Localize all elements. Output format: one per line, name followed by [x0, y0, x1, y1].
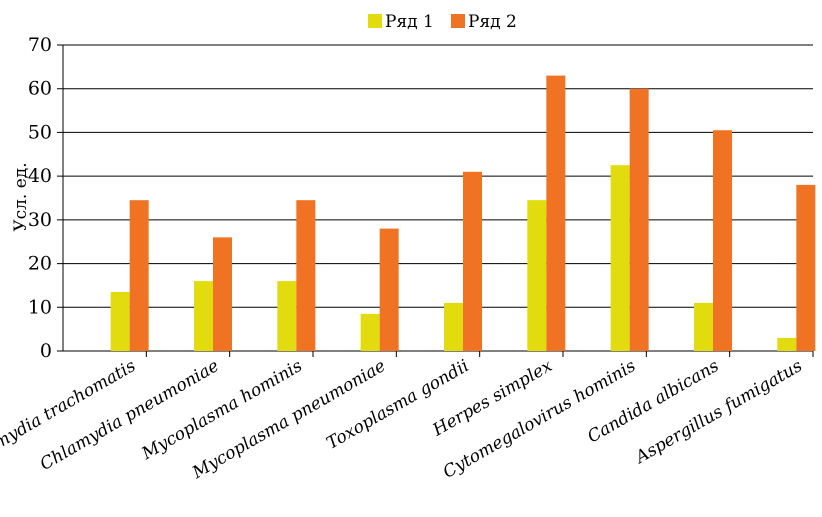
bar-1-cytomegalovirus-hominis — [610, 165, 630, 351]
legend-label-2: Ряд 2 — [468, 12, 517, 32]
bar-2-chlamydia-trachomatis — [129, 200, 149, 351]
axes — [62, 45, 814, 357]
bar-1-mycoplasma-hominis — [277, 281, 297, 351]
y-tick-label: 70 — [28, 34, 52, 56]
bar-1-chlamydia-trachomatis — [110, 291, 130, 351]
x-tick-label: Toxoplasma gondii — [323, 356, 472, 454]
bar-2-mycoplasma-pneumoniae — [379, 228, 399, 351]
legend: Ряд 1 Ряд 2 — [368, 12, 517, 32]
y-tick-label: 30 — [28, 209, 52, 231]
bar-1-toxoplasma-gondii — [444, 302, 463, 351]
bar-1-aspergillus-fumigatus — [777, 337, 797, 351]
bar-2-chlamydia-pneumoniae — [213, 237, 232, 351]
bar-2-candida-albicans — [713, 130, 732, 351]
bar-2-aspergillus-fumigatus — [796, 184, 816, 351]
y-tick-label: 0 — [40, 340, 52, 362]
y-tick-label: 10 — [28, 296, 52, 318]
bar-1-herpes-simplex — [527, 200, 547, 351]
bar-2-toxoplasma-gondii — [463, 171, 482, 351]
y-tick-label: 40 — [28, 165, 52, 187]
y-tick-label: 60 — [28, 78, 52, 100]
legend-swatch-1 — [368, 14, 382, 28]
legend-label-1: Ряд 1 — [385, 12, 434, 32]
y-tick-label: 50 — [28, 121, 52, 143]
bar-1-mycoplasma-pneumoniae — [360, 313, 380, 351]
y-tick-labels: 0 10 20 30 40 50 60 70 — [28, 34, 52, 362]
bar-1-candida-albicans — [694, 302, 713, 351]
bar-2-herpes-simplex — [546, 75, 566, 351]
legend-swatch-2 — [451, 14, 465, 28]
bar-2-mycoplasma-hominis — [296, 200, 316, 351]
bar-1-chlamydia-pneumoniae — [194, 281, 213, 351]
bars — [110, 75, 816, 351]
gridlines — [57, 44, 813, 352]
y-axis-label: Усл. ед. — [11, 162, 31, 231]
bar-2-cytomegalovirus-hominis — [629, 88, 649, 351]
y-tick-label: 20 — [28, 253, 52, 275]
